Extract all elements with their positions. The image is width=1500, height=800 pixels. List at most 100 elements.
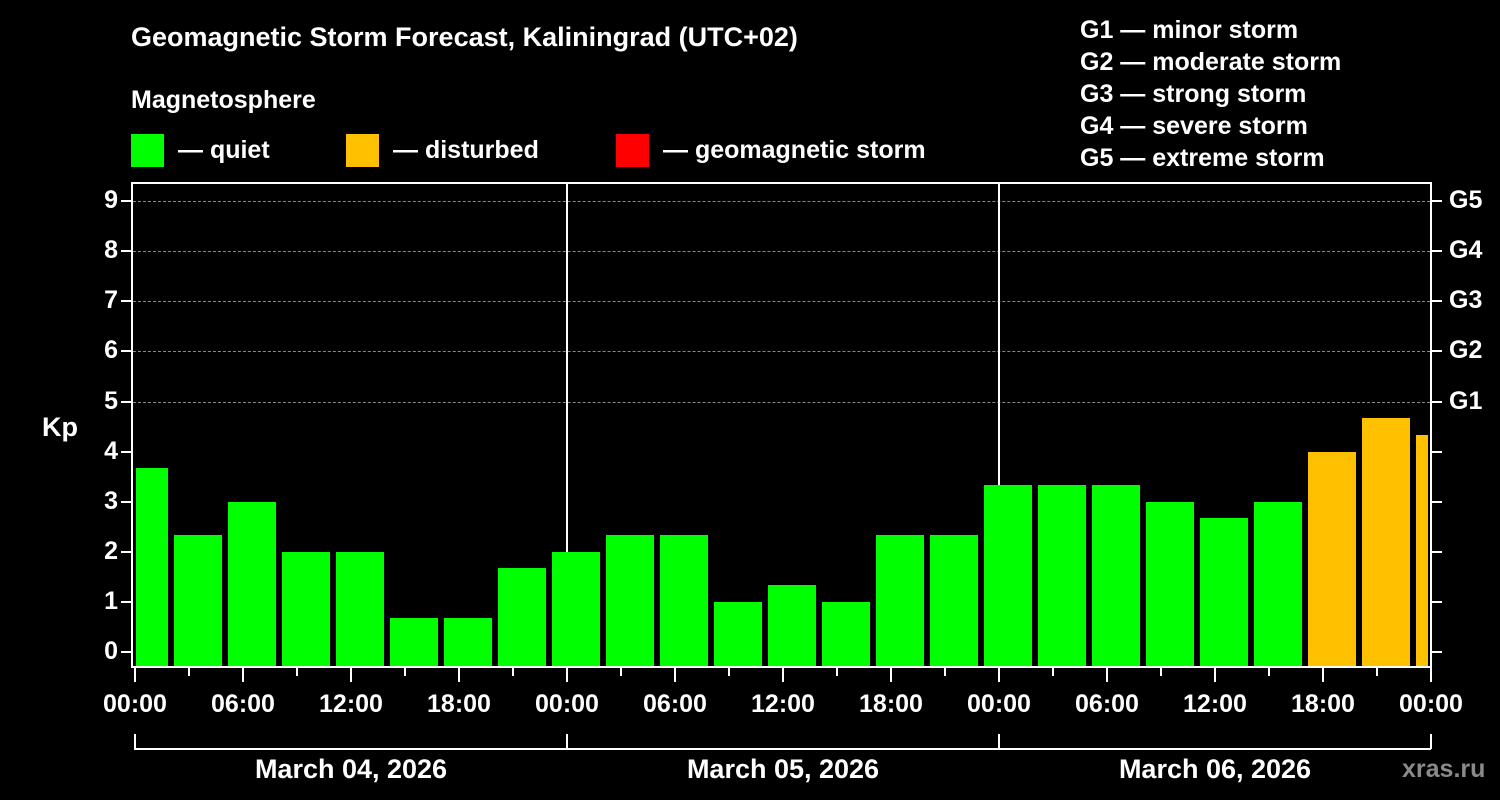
kp-bar	[552, 552, 600, 666]
x-tick	[1214, 668, 1216, 682]
y-tick	[121, 651, 131, 653]
x-tick-label: 00:00	[103, 690, 167, 718]
kp-bar	[444, 618, 492, 666]
right-y-tick	[1432, 350, 1442, 352]
x-minor-tick	[404, 668, 406, 676]
x-tick-label: 06:00	[643, 690, 707, 718]
kp-bar	[984, 485, 1032, 666]
x-tick	[674, 668, 676, 682]
date-bracket	[134, 748, 1431, 750]
y-tick-label: 1	[104, 587, 118, 615]
x-tick-label: 12:00	[319, 690, 383, 718]
x-tick	[1106, 668, 1108, 682]
y-tick	[121, 601, 131, 603]
x-minor-tick	[188, 668, 190, 676]
x-minor-tick	[512, 668, 514, 676]
legend-item-storm: — geomagnetic storm	[616, 134, 926, 167]
x-tick	[1322, 668, 1324, 682]
legend-label-quiet: — quiet	[178, 136, 270, 164]
y-tick	[121, 300, 131, 302]
x-minor-tick	[296, 668, 298, 676]
gridline	[133, 201, 1430, 202]
kp-bar	[228, 502, 276, 666]
kp-bar	[876, 535, 924, 666]
g-legend-g1: G1 — minor storm	[1080, 16, 1299, 44]
x-tick-label: 18:00	[1291, 690, 1355, 718]
watermark: xras.ru	[1402, 755, 1486, 783]
y-tick-label: 5	[104, 387, 118, 415]
date-label: March 04, 2026	[254, 754, 448, 784]
x-tick-label: 06:00	[1075, 690, 1139, 718]
x-tick-label: 06:00	[211, 690, 275, 718]
kp-bar	[660, 535, 708, 666]
y-tick-label: 0	[104, 637, 118, 665]
x-tick	[350, 668, 352, 682]
right-y-tick	[1432, 401, 1442, 403]
kp-bar	[1308, 452, 1356, 666]
g-legend-g4: G4 — severe storm	[1080, 112, 1308, 140]
g-level-label: G2	[1449, 336, 1483, 364]
x-tick-label: 00:00	[535, 690, 599, 718]
y-tick-label: 2	[104, 537, 118, 565]
x-tick	[782, 668, 784, 682]
gridline	[133, 301, 1430, 302]
kp-bar	[1416, 435, 1428, 666]
x-minor-tick	[1268, 668, 1270, 676]
legend-title: Magnetosphere	[131, 86, 316, 114]
y-tick	[121, 451, 131, 453]
kp-bar	[1092, 485, 1140, 666]
right-y-tick	[1432, 300, 1442, 302]
kp-bar	[606, 535, 654, 666]
x-tick-label: 12:00	[1183, 690, 1247, 718]
x-tick-label: 18:00	[859, 690, 923, 718]
y-tick-label: 6	[104, 336, 118, 364]
y-axis-label: Kp	[42, 412, 78, 442]
g-legend-g2: G2 — moderate storm	[1080, 48, 1342, 76]
g-scale-legend: G1 — minor storm G2 — moderate storm G3 …	[1080, 14, 1341, 174]
x-tick-label: 12:00	[751, 690, 815, 718]
y-tick	[121, 250, 131, 252]
kp-bar	[1038, 485, 1086, 666]
kp-bar	[336, 552, 384, 666]
kp-bar	[714, 602, 762, 666]
x-minor-tick	[1376, 668, 1378, 676]
kp-bar	[768, 585, 816, 666]
disturbed-swatch	[346, 134, 379, 167]
y-tick-label: 8	[104, 236, 118, 264]
right-y-tick	[1432, 501, 1442, 503]
g-legend-g5: G5 — extreme storm	[1080, 144, 1325, 172]
kp-bar	[136, 468, 168, 666]
day-separator	[998, 182, 1000, 668]
x-minor-tick	[1052, 668, 1054, 676]
gridline	[133, 351, 1430, 352]
x-tick	[134, 668, 136, 682]
date-label: March 06, 2026	[1118, 754, 1312, 784]
date-label: March 05, 2026	[686, 754, 880, 784]
g-level-label: G5	[1449, 186, 1483, 214]
x-tick-label: 00:00	[1399, 690, 1463, 718]
y-tick-label: 9	[104, 186, 118, 214]
legend-label-storm: — geomagnetic storm	[663, 136, 926, 164]
y-tick	[121, 501, 131, 503]
day-separator	[566, 182, 568, 668]
y-tick-label: 3	[104, 487, 118, 515]
x-minor-tick	[836, 668, 838, 676]
x-tick	[566, 668, 568, 682]
date-bracket-tick	[566, 734, 568, 749]
kp-bar	[174, 535, 222, 666]
chart-title: Geomagnetic Storm Forecast, Kaliningrad …	[131, 22, 798, 52]
y-tick	[121, 350, 131, 352]
legend-item-disturbed: — disturbed	[346, 134, 539, 167]
x-tick	[242, 668, 244, 682]
kp-bar	[1254, 502, 1302, 666]
x-tick-label: 00:00	[967, 690, 1031, 718]
right-y-tick	[1432, 451, 1442, 453]
gridline	[133, 402, 1430, 403]
kp-bar	[498, 568, 546, 666]
quiet-swatch	[131, 134, 164, 167]
legend-label-disturbed: — disturbed	[393, 136, 539, 164]
right-y-tick	[1432, 250, 1442, 252]
x-tick	[890, 668, 892, 682]
kp-bar	[1200, 518, 1248, 666]
x-tick-label: 18:00	[427, 690, 491, 718]
